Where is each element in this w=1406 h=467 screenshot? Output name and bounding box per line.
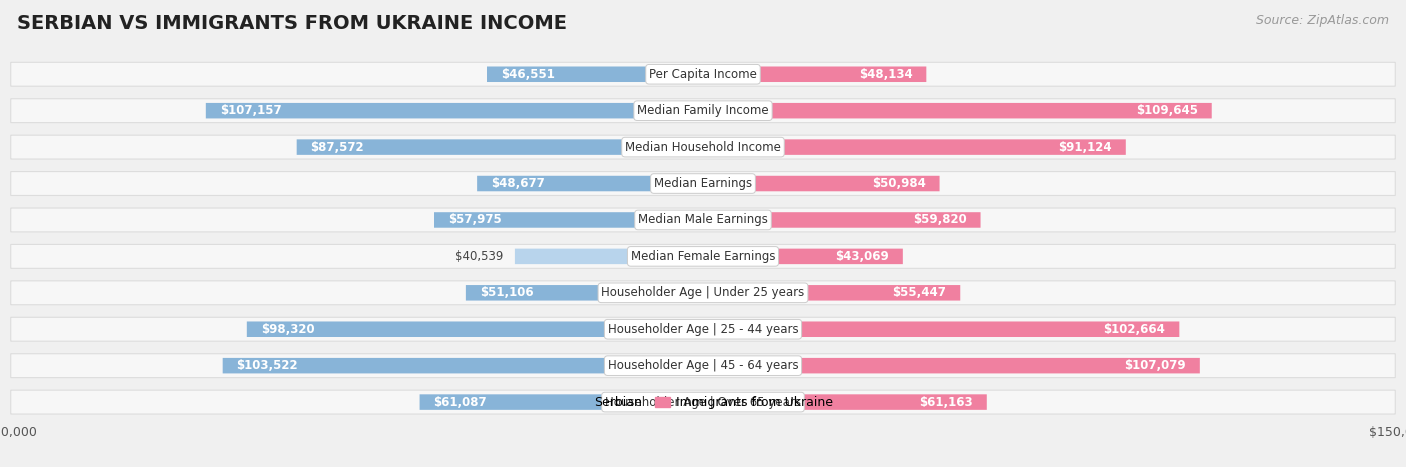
FancyBboxPatch shape	[703, 358, 1199, 374]
Text: $98,320: $98,320	[260, 323, 315, 336]
FancyBboxPatch shape	[222, 358, 703, 374]
FancyBboxPatch shape	[205, 103, 703, 119]
Text: $51,106: $51,106	[479, 286, 533, 299]
Text: Householder Age | 45 - 64 years: Householder Age | 45 - 64 years	[607, 359, 799, 372]
Text: $109,645: $109,645	[1136, 104, 1198, 117]
FancyBboxPatch shape	[703, 176, 939, 191]
Text: $46,551: $46,551	[501, 68, 555, 81]
FancyBboxPatch shape	[703, 103, 1212, 119]
FancyBboxPatch shape	[703, 212, 980, 228]
FancyBboxPatch shape	[465, 285, 703, 301]
Text: SERBIAN VS IMMIGRANTS FROM UKRAINE INCOME: SERBIAN VS IMMIGRANTS FROM UKRAINE INCOM…	[17, 14, 567, 33]
Text: Householder Age | 25 - 44 years: Householder Age | 25 - 44 years	[607, 323, 799, 336]
FancyBboxPatch shape	[11, 171, 1395, 196]
FancyBboxPatch shape	[11, 62, 1395, 86]
Text: Median Earnings: Median Earnings	[654, 177, 752, 190]
Text: $59,820: $59,820	[912, 213, 967, 226]
Text: $40,539: $40,539	[456, 250, 503, 263]
FancyBboxPatch shape	[11, 354, 1395, 378]
FancyBboxPatch shape	[486, 66, 703, 82]
FancyBboxPatch shape	[703, 139, 1126, 155]
Text: Householder Age | Under 25 years: Householder Age | Under 25 years	[602, 286, 804, 299]
Text: $107,079: $107,079	[1125, 359, 1185, 372]
Text: $102,664: $102,664	[1104, 323, 1166, 336]
Text: $103,522: $103,522	[236, 359, 298, 372]
Text: $55,447: $55,447	[893, 286, 946, 299]
Text: $48,134: $48,134	[859, 68, 912, 81]
Text: $50,984: $50,984	[872, 177, 925, 190]
FancyBboxPatch shape	[11, 99, 1395, 123]
FancyBboxPatch shape	[419, 394, 703, 410]
Text: Per Capita Income: Per Capita Income	[650, 68, 756, 81]
FancyBboxPatch shape	[11, 317, 1395, 341]
Text: $43,069: $43,069	[835, 250, 889, 263]
FancyBboxPatch shape	[434, 212, 703, 228]
FancyBboxPatch shape	[703, 248, 903, 264]
FancyBboxPatch shape	[11, 281, 1395, 305]
FancyBboxPatch shape	[247, 321, 703, 337]
FancyBboxPatch shape	[703, 66, 927, 82]
FancyBboxPatch shape	[703, 394, 987, 410]
FancyBboxPatch shape	[515, 248, 703, 264]
Text: $61,087: $61,087	[433, 396, 486, 409]
FancyBboxPatch shape	[297, 139, 703, 155]
Text: Source: ZipAtlas.com: Source: ZipAtlas.com	[1256, 14, 1389, 27]
Text: $107,157: $107,157	[219, 104, 281, 117]
FancyBboxPatch shape	[11, 244, 1395, 269]
Text: $91,124: $91,124	[1059, 141, 1112, 154]
FancyBboxPatch shape	[703, 321, 1180, 337]
Text: Median Male Earnings: Median Male Earnings	[638, 213, 768, 226]
Text: Median Household Income: Median Household Income	[626, 141, 780, 154]
FancyBboxPatch shape	[11, 390, 1395, 414]
FancyBboxPatch shape	[703, 285, 960, 301]
Text: Median Family Income: Median Family Income	[637, 104, 769, 117]
Text: $57,975: $57,975	[449, 213, 502, 226]
Text: $87,572: $87,572	[311, 141, 364, 154]
Legend: Serbian, Immigrants from Ukraine: Serbian, Immigrants from Ukraine	[568, 391, 838, 414]
FancyBboxPatch shape	[11, 208, 1395, 232]
FancyBboxPatch shape	[477, 176, 703, 191]
Text: $48,677: $48,677	[491, 177, 544, 190]
Text: Householder Age | Over 65 years: Householder Age | Over 65 years	[605, 396, 801, 409]
FancyBboxPatch shape	[11, 135, 1395, 159]
Text: Median Female Earnings: Median Female Earnings	[631, 250, 775, 263]
Text: $61,163: $61,163	[920, 396, 973, 409]
